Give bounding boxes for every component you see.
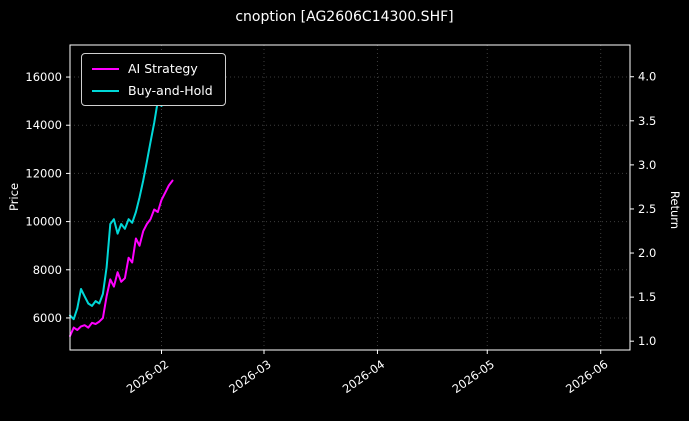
tick-label-right: 3.0 bbox=[638, 158, 656, 172]
y-axis-label-right: Return bbox=[668, 190, 682, 230]
tick-label-right: 2.5 bbox=[638, 202, 656, 216]
series-line-buy-and-hold bbox=[69, 64, 170, 321]
legend-label-ai-strategy: AI Strategy bbox=[128, 61, 198, 76]
tick-label-left: 16000 bbox=[25, 70, 62, 84]
tick-label-x: 2026-06 bbox=[563, 357, 610, 396]
axes-spine bbox=[69, 44, 631, 351]
ai-strategy-line-swatch bbox=[92, 67, 119, 70]
tick-label-left: 14000 bbox=[25, 118, 62, 132]
tick-label-x: 2026-04 bbox=[340, 357, 387, 396]
y-axis-label-left: Price bbox=[7, 182, 21, 212]
tick-label-x: 2026-05 bbox=[450, 357, 497, 396]
tick-label-left: 8000 bbox=[33, 263, 62, 277]
tick-label-right: 1.5 bbox=[638, 290, 656, 304]
tick-label-right: 2.0 bbox=[638, 246, 656, 260]
tick-label-right: 4.0 bbox=[638, 70, 656, 84]
legend-entry-ai-strategy: AI Strategy bbox=[92, 61, 213, 76]
tick-label-right: 1.0 bbox=[638, 334, 656, 348]
legend-entry-buy-and-hold: Buy-and-Hold bbox=[92, 83, 213, 98]
tick-label-left: 12000 bbox=[25, 166, 62, 180]
tick-label-left: 6000 bbox=[33, 311, 62, 325]
tick-label-left: 10000 bbox=[25, 215, 62, 229]
tick-label-x: 2026-02 bbox=[124, 357, 171, 396]
chart-title: cnoption [AG2606C14300.SHF] bbox=[235, 9, 454, 25]
legend: AI Strategy Buy-and-Hold bbox=[81, 53, 226, 106]
buy-and-hold-line-swatch bbox=[92, 89, 119, 92]
series-line-ai-strategy bbox=[69, 179, 174, 337]
legend-label-buy-and-hold: Buy-and-Hold bbox=[128, 83, 213, 98]
tick-label-x: 2026-03 bbox=[226, 357, 273, 396]
tick-label-right: 3.5 bbox=[638, 114, 656, 128]
